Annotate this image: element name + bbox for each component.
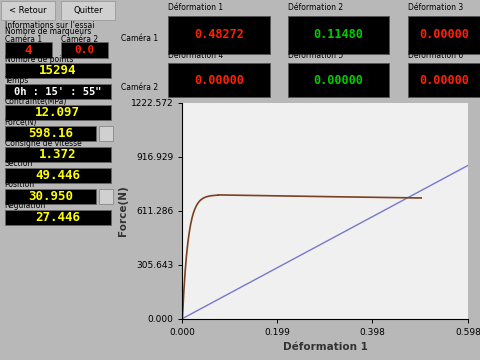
Text: Temps: Temps (5, 76, 29, 85)
Text: Quitter: Quitter (73, 6, 103, 15)
FancyBboxPatch shape (168, 15, 270, 54)
Text: 30.950: 30.950 (28, 190, 73, 203)
Text: Déformation 1: Déformation 1 (168, 3, 224, 12)
FancyBboxPatch shape (5, 105, 110, 120)
Text: Caméra 1: Caméra 1 (121, 34, 158, 43)
Text: Déformation 3: Déformation 3 (408, 3, 463, 12)
Text: Déformation 4: Déformation 4 (168, 51, 224, 60)
Text: 15294: 15294 (39, 64, 76, 77)
Text: 0.11480: 0.11480 (314, 28, 364, 41)
Text: Informations sur l'essai: Informations sur l'essai (5, 21, 94, 30)
FancyBboxPatch shape (61, 1, 115, 20)
FancyBboxPatch shape (5, 189, 96, 204)
X-axis label: Déformation 1: Déformation 1 (283, 342, 368, 352)
Text: 27.446: 27.446 (35, 211, 80, 224)
Text: 1.372: 1.372 (39, 148, 76, 161)
Text: 0.00000: 0.00000 (194, 74, 244, 87)
FancyBboxPatch shape (288, 15, 389, 54)
FancyBboxPatch shape (5, 210, 110, 225)
Text: 0.00000: 0.00000 (419, 28, 468, 41)
Text: 598.16: 598.16 (28, 127, 73, 140)
FancyBboxPatch shape (61, 42, 108, 58)
FancyBboxPatch shape (408, 15, 480, 54)
Text: 0h : 15' : 55": 0h : 15' : 55" (14, 87, 101, 97)
Text: Contrainte(MPa): Contrainte(MPa) (5, 97, 67, 106)
Text: Nombre de points: Nombre de points (5, 55, 73, 64)
Text: Caméra 1: Caméra 1 (5, 35, 42, 44)
FancyBboxPatch shape (288, 63, 389, 97)
Text: 0.00000: 0.00000 (419, 74, 468, 87)
FancyBboxPatch shape (99, 126, 113, 141)
Text: 49.446: 49.446 (35, 169, 80, 182)
Y-axis label: Force(N): Force(N) (118, 185, 128, 236)
Text: Section: Section (5, 159, 33, 168)
Text: Déformation 6: Déformation 6 (408, 51, 463, 60)
FancyBboxPatch shape (5, 147, 110, 162)
Text: 4: 4 (24, 44, 32, 57)
FancyBboxPatch shape (5, 84, 110, 99)
FancyBboxPatch shape (5, 42, 52, 58)
FancyBboxPatch shape (5, 63, 110, 78)
Text: Déformation 5: Déformation 5 (288, 51, 343, 60)
FancyBboxPatch shape (408, 63, 480, 97)
Text: Caméra 2: Caméra 2 (121, 83, 158, 92)
Text: Nombre de marqueurs: Nombre de marqueurs (5, 27, 91, 36)
Text: Déformation 2: Déformation 2 (288, 3, 343, 12)
Text: Régulation: Régulation (5, 201, 46, 210)
FancyBboxPatch shape (99, 189, 113, 204)
Text: 0.00000: 0.00000 (314, 74, 364, 87)
Text: Consigne de vitesse: Consigne de vitesse (5, 139, 82, 148)
Text: Position: Position (5, 180, 35, 189)
Text: Force(N): Force(N) (5, 118, 37, 127)
FancyBboxPatch shape (168, 63, 270, 97)
Text: 12.097: 12.097 (35, 106, 80, 119)
Text: < Retour: < Retour (10, 6, 47, 15)
Text: 0.0: 0.0 (74, 45, 95, 55)
FancyBboxPatch shape (1, 1, 55, 20)
FancyBboxPatch shape (5, 126, 96, 141)
FancyBboxPatch shape (5, 168, 110, 183)
Text: Caméra 2: Caméra 2 (61, 35, 98, 44)
Text: 0.48272: 0.48272 (194, 28, 244, 41)
